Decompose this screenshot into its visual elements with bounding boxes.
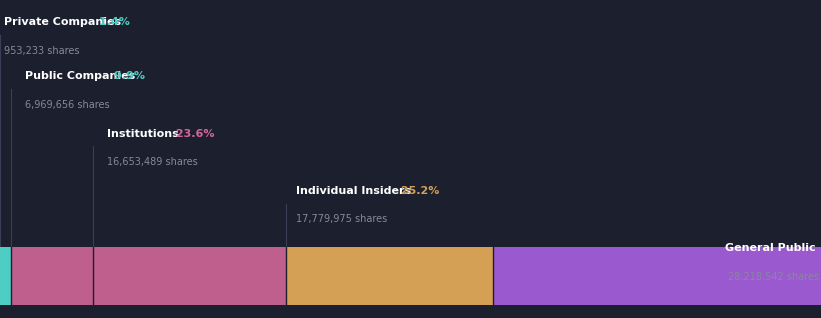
Bar	[493, 247, 821, 305]
Text: Individual Insiders: Individual Insiders	[296, 186, 410, 196]
Text: Public Companies: Public Companies	[25, 71, 135, 81]
Bar	[93, 247, 287, 305]
Text: 16,653,489 shares: 16,653,489 shares	[107, 157, 198, 167]
Text: 1.4%: 1.4%	[95, 17, 130, 27]
Text: 25.2%: 25.2%	[397, 186, 439, 196]
Bar	[11, 247, 93, 305]
Text: 17,779,975 shares: 17,779,975 shares	[296, 214, 387, 225]
Bar	[0, 247, 11, 305]
Bar	[287, 247, 493, 305]
Text: 6,969,656 shares: 6,969,656 shares	[25, 100, 109, 110]
Text: 9.9%: 9.9%	[110, 71, 145, 81]
Text: 40.0%: 40.0%	[819, 243, 821, 253]
Text: Institutions: Institutions	[107, 128, 178, 139]
Text: 953,233 shares: 953,233 shares	[4, 46, 80, 56]
Text: 28,218,542 shares: 28,218,542 shares	[728, 272, 819, 282]
Text: General Public: General Public	[725, 243, 819, 253]
Text: 23.6%: 23.6%	[172, 128, 214, 139]
Text: Private Companies: Private Companies	[4, 17, 122, 27]
